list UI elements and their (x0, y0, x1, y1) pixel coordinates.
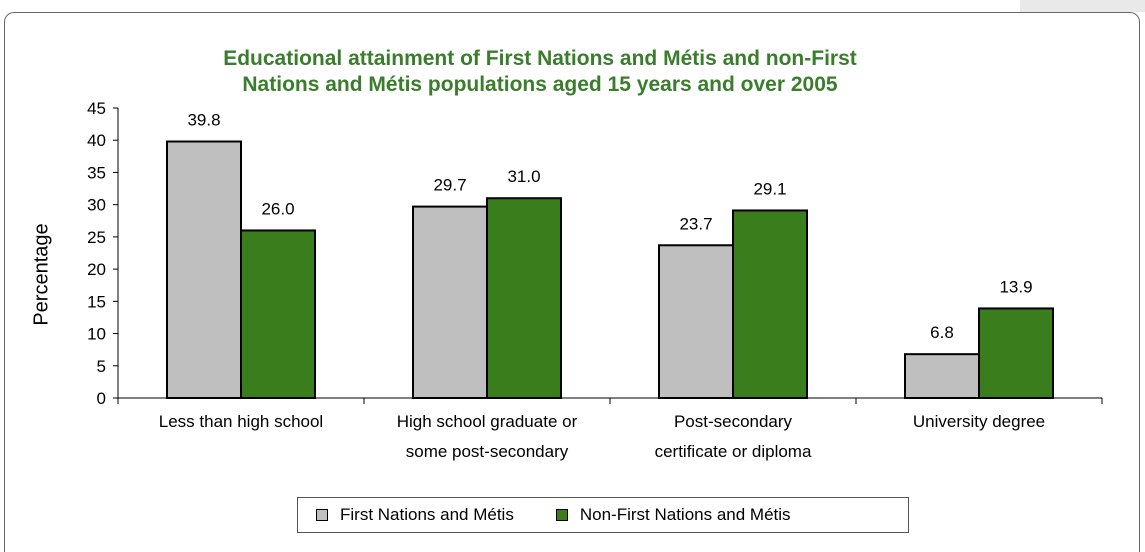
x-category-label: University degree (913, 412, 1045, 431)
x-category-label: High school graduate or (397, 412, 578, 431)
y-tick-label: 20 (87, 260, 106, 279)
bar-non-first-nations (240, 229, 316, 399)
bar-first-nations (658, 244, 734, 399)
legend-swatch-non-first-nations (555, 509, 568, 521)
bar-value-label: 31.0 (507, 167, 540, 186)
bar-non-first-nations (486, 197, 562, 399)
y-tick-label: 10 (87, 325, 106, 344)
y-axis-label: Percentage (30, 223, 53, 326)
legend-label-non-first-nations: Non-First Nations and Métis (579, 505, 791, 524)
bar-value-label: 23.7 (679, 214, 712, 233)
y-tick-label: 45 (87, 99, 106, 118)
y-tick-label: 35 (87, 163, 106, 182)
bar-value-label: 39.8 (187, 111, 220, 130)
y-tick-label: 15 (87, 292, 106, 311)
bar-first-nations (904, 353, 980, 399)
x-category-label: Post-secondary (674, 412, 793, 431)
bar-value-label: 13.9 (999, 277, 1032, 296)
bar-non-first-nations (732, 209, 808, 399)
y-tick-label: 40 (87, 131, 106, 150)
bar-value-label: 29.1 (753, 179, 786, 198)
corner-tab (1020, 0, 1145, 12)
bar-first-nations (412, 205, 488, 399)
y-tick-label: 30 (87, 196, 106, 215)
legend-label-first-nations: First Nations and Métis (340, 505, 514, 524)
bar-first-nations (166, 140, 242, 399)
bar-value-label: 29.7 (433, 176, 466, 195)
legend-item-non-first-nations: Non-First Nations and Métis (555, 505, 791, 525)
x-category-label: some post-secondary (406, 442, 569, 461)
chart-frame (4, 12, 1140, 552)
chart-legend: First Nations and Métis Non-First Nation… (297, 497, 909, 533)
legend-swatch-first-nations (316, 509, 328, 521)
bar-value-label: 6.8 (930, 323, 954, 342)
chart-title: Educational attainment of First Nations … (223, 47, 857, 96)
bar-non-first-nations (978, 307, 1054, 399)
y-tick-label: 0 (97, 389, 106, 408)
y-tick-label: 25 (87, 228, 106, 247)
bar-value-label: 26.0 (261, 199, 294, 218)
legend-item-first-nations: First Nations and Métis (316, 505, 514, 525)
y-tick-label: 5 (97, 357, 106, 376)
x-category-label: certificate or diploma (655, 442, 812, 461)
x-category-label: Less than high school (159, 412, 323, 431)
